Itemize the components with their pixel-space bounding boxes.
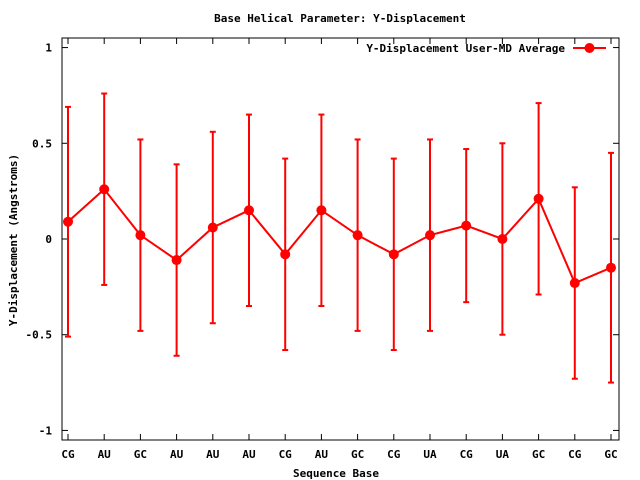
x-tick-label: UA (496, 448, 510, 461)
x-tick-label: AU (206, 448, 220, 461)
data-point (99, 184, 110, 195)
x-tick-label: CG (460, 448, 474, 461)
x-tick-label: GC (604, 448, 617, 461)
data-point (135, 230, 146, 241)
data-point (316, 205, 327, 216)
x-tick-label: AU (170, 448, 184, 461)
x-tick-label: GC (134, 448, 147, 461)
data-point (606, 262, 616, 273)
chart-title: Base Helical Parameter: Y-Displacement (214, 12, 466, 25)
legend-marker (584, 43, 595, 53)
y-axis-label: Y-Displacement (Angstroms) (7, 154, 20, 326)
x-tick-label: AU (98, 448, 112, 461)
y-tick-label: -0.5 (26, 329, 53, 342)
x-tick-label: GC (351, 448, 364, 461)
data-point (388, 249, 399, 260)
data-point (207, 222, 218, 233)
x-tick-label: CG (568, 448, 582, 461)
data-point (461, 220, 472, 231)
y-axis: 1 0.5 0 -0.5 -1 (26, 42, 619, 437)
x-tick-label: UA (423, 448, 437, 461)
data-point (533, 193, 544, 204)
error-bars (65, 92, 614, 384)
y-tick-label: -1 (39, 424, 53, 437)
x-tick-label: CG (279, 448, 293, 461)
data-point (244, 205, 254, 216)
x-tick-label: CG (61, 448, 75, 461)
x-axis-label: Sequence Base (293, 467, 379, 480)
x-tick-label: CG (387, 448, 401, 461)
y-tick-label: 1 (45, 42, 52, 55)
data-point (63, 216, 73, 227)
data-point (280, 249, 291, 260)
data-point (497, 234, 508, 244)
x-axis: CG AU GC AU AU AU CG AU GC CG UA CG UA GC CG GC (61, 38, 618, 461)
x-tick-label: AU (242, 448, 256, 461)
x-tick-label: AU (315, 448, 329, 461)
legend: Y-Displacement User-MD Average (366, 42, 606, 55)
y-tick-label: 0 (45, 233, 52, 246)
data-point (569, 278, 580, 289)
data-point (352, 230, 363, 241)
data-point (425, 230, 435, 241)
x-tick-label: GC (532, 448, 545, 461)
data-point (171, 255, 182, 266)
y-tick-label: 0.5 (32, 137, 52, 150)
series-layer (63, 184, 616, 289)
legend-label: Y-Displacement User-MD Average (366, 42, 565, 55)
series-line (67, 187, 612, 285)
